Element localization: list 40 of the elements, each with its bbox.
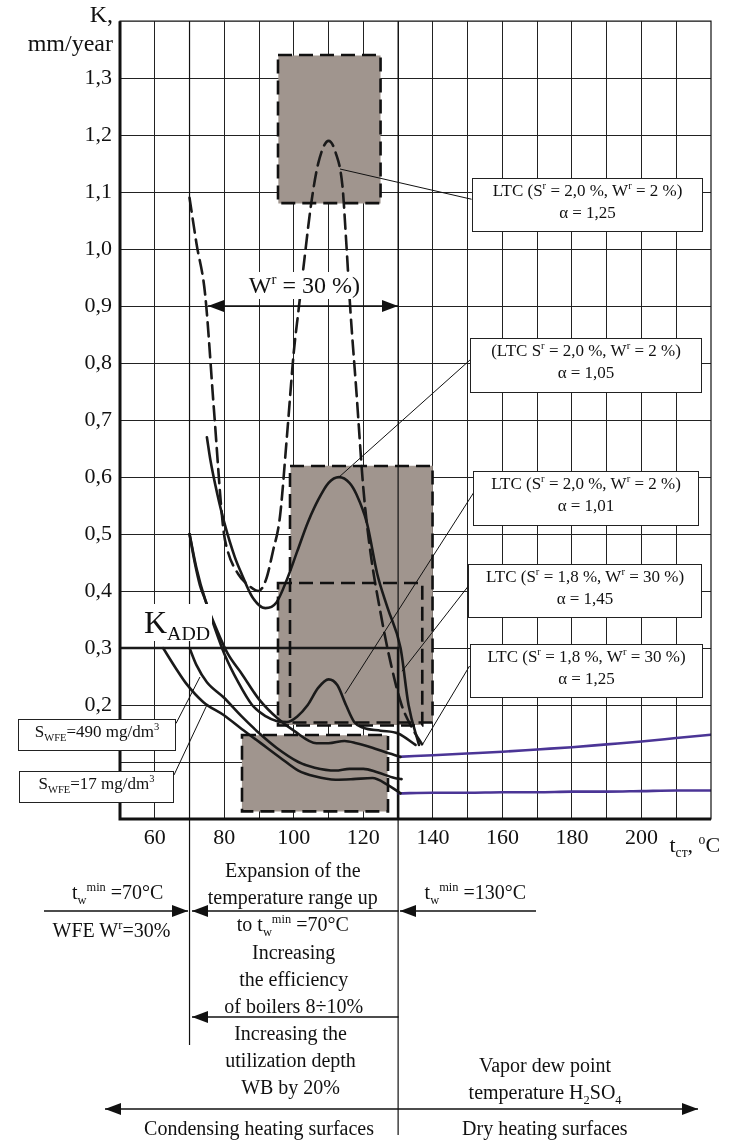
x-tick-label: 120	[346, 823, 380, 849]
x-tick-label: 140	[416, 823, 450, 849]
y-tick-label: 1,3	[84, 63, 112, 89]
y-tick-label: 0,8	[84, 348, 112, 374]
annotation: LTC (S$^{r}$ = 2,0 %, W$^{r}$ = 2 %) α = 1,25	[472, 178, 703, 232]
text: t$_{w}$$^{min}$ =130°C	[424, 879, 527, 907]
text: Expansion of the temperature range up to t$_{w}$$^{min}$ =70°C	[207, 858, 378, 939]
annotation: LTC (S$^{r}$ = 2,0 %, W$^{r}$ = 2 %) α = 1,01	[473, 471, 699, 526]
text: Dry heating surfaces	[462, 1116, 628, 1140]
y-tick-label: 0,5	[84, 519, 112, 545]
x-tick-label: 60	[143, 823, 166, 849]
x-tick-label: 160	[485, 823, 519, 849]
y-tick-label: 0,6	[84, 462, 112, 488]
y-tick-label: 0,7	[84, 405, 112, 431]
annotation: LTC (S$^{r}$ = 1,8 %, W$^{r}$ = 30 %) α = 1,25	[470, 644, 703, 698]
y-tick-label: 0,4	[84, 576, 112, 602]
annotation: S$_{WFE}$=17 mg/dm$^{3}$	[19, 771, 174, 803]
y-tick-label: 0,2	[84, 690, 112, 716]
text: Increasing the efficiency of boilers 8÷10%	[224, 940, 364, 1019]
y-tick-label: 0,3	[84, 633, 112, 659]
x-axis-title: t$_{ст}$, $^{o}$C	[669, 831, 721, 861]
x-tick-label: 180	[555, 823, 589, 849]
y-axis-title: K, mm/year	[26, 0, 113, 58]
x-tick-label: 80	[213, 823, 236, 849]
series-label: K$_{ADD}$	[143, 604, 212, 645]
annotation: W$^{r}$ = 30 %)	[245, 271, 363, 299]
y-tick-label: 1,0	[84, 234, 112, 260]
text: Condensing heating surfaces	[144, 1116, 374, 1140]
annotation: (LTC S$^{r}$ = 2,0 %, W$^{r}$ = 2 %) α = 1,05	[470, 338, 702, 393]
text: Vapor dew point temperature H$_{2}$SO$_{4}$	[468, 1053, 622, 1107]
y-tick-label: 1,2	[84, 120, 112, 146]
annotation: S$_{WFE}$=490 mg/dm$^{3}$	[18, 719, 176, 751]
text: WFE W$^{r}$=30%	[52, 917, 171, 943]
x-tick-label: 100	[277, 823, 311, 849]
annotation: LTC (S$^{r}$ = 1,8 %, W$^{r}$ = 30 %) α = 1,45	[468, 564, 702, 618]
y-tick-label: 0,9	[84, 291, 112, 317]
x-tick-label: 200	[624, 823, 658, 849]
y-tick-label: 1,1	[84, 177, 112, 203]
text: t$_{w}$$^{min}$ =70°C	[72, 879, 164, 907]
text: Increasing the utilization depth WB by 20%	[225, 1021, 356, 1101]
